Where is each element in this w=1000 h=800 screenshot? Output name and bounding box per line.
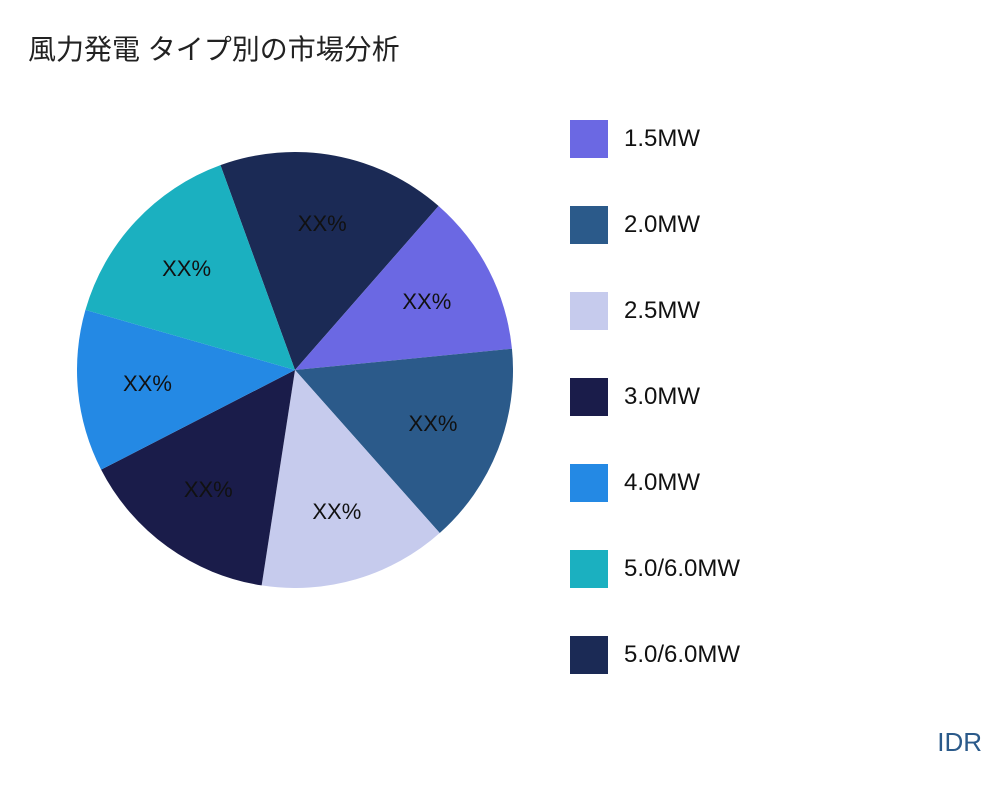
legend-label: 2.0MW — [624, 211, 700, 239]
legend-swatch — [570, 378, 608, 416]
legend-item: 2.0MW — [570, 206, 740, 244]
legend-swatch — [570, 120, 608, 158]
legend: 1.5MW 2.0MW 2.5MW 3.0MW 4.0MW 5.0/6.0MW 5.0/6.… — [570, 120, 740, 722]
legend-label: 2.5MW — [624, 297, 700, 325]
chart-title: 風力発電 タイプ別の市場分析 — [28, 28, 400, 68]
pie-svg — [77, 152, 513, 588]
pie-chart: XX%XX%XX%XX%XX%XX%XX% — [77, 152, 513, 588]
source-label: IDR — [937, 727, 982, 758]
legend-label: 1.5MW — [624, 125, 700, 153]
legend-swatch — [570, 550, 608, 588]
legend-label: 3.0MW — [624, 383, 700, 411]
legend-item: 1.5MW — [570, 120, 740, 158]
legend-swatch — [570, 292, 608, 330]
legend-swatch — [570, 636, 608, 674]
legend-label: 5.0/6.0MW — [624, 641, 740, 669]
legend-item: 2.5MW — [570, 292, 740, 330]
legend-item: 4.0MW — [570, 464, 740, 502]
legend-swatch — [570, 206, 608, 244]
legend-label: 4.0MW — [624, 469, 700, 497]
legend-label: 5.0/6.0MW — [624, 555, 740, 583]
legend-item: 5.0/6.0MW — [570, 550, 740, 588]
legend-item: 3.0MW — [570, 378, 740, 416]
legend-swatch — [570, 464, 608, 502]
legend-item: 5.0/6.0MW — [570, 636, 740, 674]
